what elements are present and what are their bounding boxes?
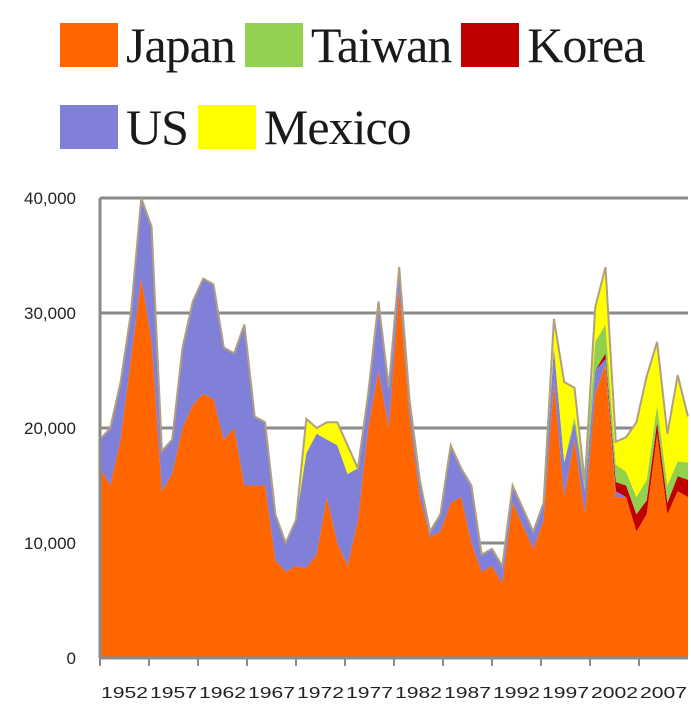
y-tick-label: 20,000 <box>24 419 76 438</box>
stack-outline <box>99 197 689 569</box>
legend-swatch-us <box>60 105 118 149</box>
x-tick-label: 1992 <box>493 685 540 702</box>
legend-label-us: US <box>126 99 189 155</box>
x-tick-label: 1997 <box>542 685 589 702</box>
x-tick-label: 1977 <box>346 685 393 702</box>
x-tick-label: 1952 <box>101 685 148 702</box>
y-tick-label: 40,000 <box>24 189 76 208</box>
legend-row-2: US Mexico <box>60 86 691 168</box>
x-tick-label: 1987 <box>444 685 491 702</box>
x-tick-label: 1957 <box>150 685 197 702</box>
legend-label-japan: Japan <box>126 17 236 73</box>
x-tick-label: 1967 <box>248 685 295 702</box>
y-tick-labels: 0 10,000 20,000 30,000 40,000 <box>24 189 76 668</box>
x-tick-label: 2002 <box>591 685 638 702</box>
y-tick-label: 10,000 <box>24 534 76 553</box>
area-japan <box>100 278 688 658</box>
legend-label-taiwan: Taiwan <box>310 17 452 73</box>
area-us <box>100 198 688 584</box>
legend-swatch-korea <box>461 23 520 67</box>
legend-item-mexico: Mexico <box>197 99 412 155</box>
legend-item-taiwan: Taiwan <box>244 17 452 73</box>
x-tick-label: 1962 <box>199 685 246 702</box>
legend: Japan Taiwan Korea US Mexico <box>60 4 691 168</box>
legend-label-korea: Korea <box>527 17 645 73</box>
x-tick-label: 2007 <box>640 685 687 702</box>
x-tick-label: 1982 <box>395 685 442 702</box>
legend-swatch-taiwan <box>244 23 303 67</box>
y-tick-label: 30,000 <box>24 304 76 323</box>
x-tick-labels: 1952 1957 1962 1967 1972 1977 1982 1987 1992 1997… <box>99 658 687 702</box>
legend-row-1: Japan Taiwan Korea <box>60 4 691 86</box>
legend-swatch-japan <box>60 23 118 67</box>
legend-label-mexico: Mexico <box>263 99 412 155</box>
legend-item-us: US <box>60 99 189 155</box>
x-tick-label: 1972 <box>297 685 344 702</box>
y-tick-label: 0 <box>67 649 76 668</box>
legend-item-japan: Japan <box>60 17 236 73</box>
area-series <box>99 197 689 658</box>
legend-item-korea: Korea <box>461 17 645 73</box>
legend-swatch-mexico <box>197 105 256 149</box>
